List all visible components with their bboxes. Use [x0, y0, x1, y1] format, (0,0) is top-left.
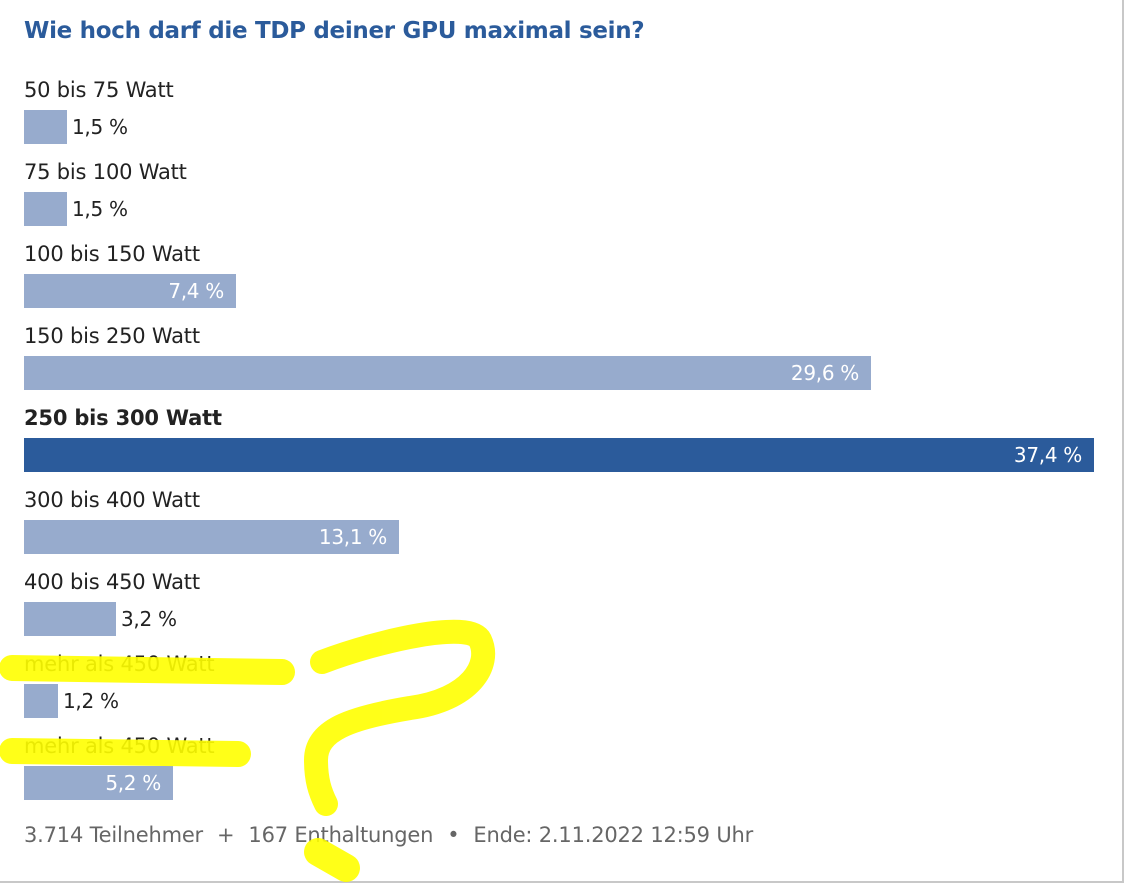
option-label: 150 bis 250 Watt [24, 324, 200, 348]
option-percentage: 1,5 % [72, 197, 128, 221]
option-percentage: 3,2 % [121, 607, 177, 631]
option-bar [24, 520, 399, 554]
option-bar [24, 192, 67, 226]
option-label: 50 bis 75 Watt [24, 78, 174, 102]
participants-count: 3.714 Teilnehmer [24, 823, 203, 847]
option-label: mehr als 450 Watt [24, 652, 215, 676]
footer-dot-separator: • [447, 823, 460, 847]
option-label: mehr als 450 Watt [24, 734, 215, 758]
option-label: 300 bis 400 Watt [24, 488, 200, 512]
option-label: 250 bis 300 Watt [24, 406, 222, 430]
poll-footer: 3.714 Teilnehmer +167 Enthaltungen • Ende: … [24, 823, 753, 847]
option-bar [24, 274, 236, 308]
option-label: 400 bis 450 Watt [24, 570, 200, 594]
option-percentage: 7,4 % [168, 279, 224, 303]
option-label: 75 bis 100 Watt [24, 160, 187, 184]
option-bar [24, 766, 173, 800]
option-percentage: 1,5 % [72, 115, 128, 139]
abstentions-count: 167 Enthaltungen [248, 823, 434, 847]
poll-end-date: Ende: 2.11.2022 12:59 Uhr [473, 823, 754, 847]
option-bar [24, 110, 67, 144]
option-bar [24, 438, 1094, 472]
option-percentage: 5,2 % [105, 771, 161, 795]
option-bar [24, 684, 58, 718]
option-percentage: 29,6 % [790, 361, 859, 385]
footer-plus-separator: + [217, 823, 235, 847]
poll-title: Wie hoch darf die TDP deiner GPU maximal… [24, 18, 645, 44]
option-percentage: 37,4 % [1013, 443, 1082, 467]
option-percentage: 1,2 % [63, 689, 119, 713]
option-bar [24, 602, 116, 636]
option-bar [24, 356, 871, 390]
option-label: 100 bis 150 Watt [24, 242, 200, 266]
option-percentage: 13,1 % [318, 525, 387, 549]
